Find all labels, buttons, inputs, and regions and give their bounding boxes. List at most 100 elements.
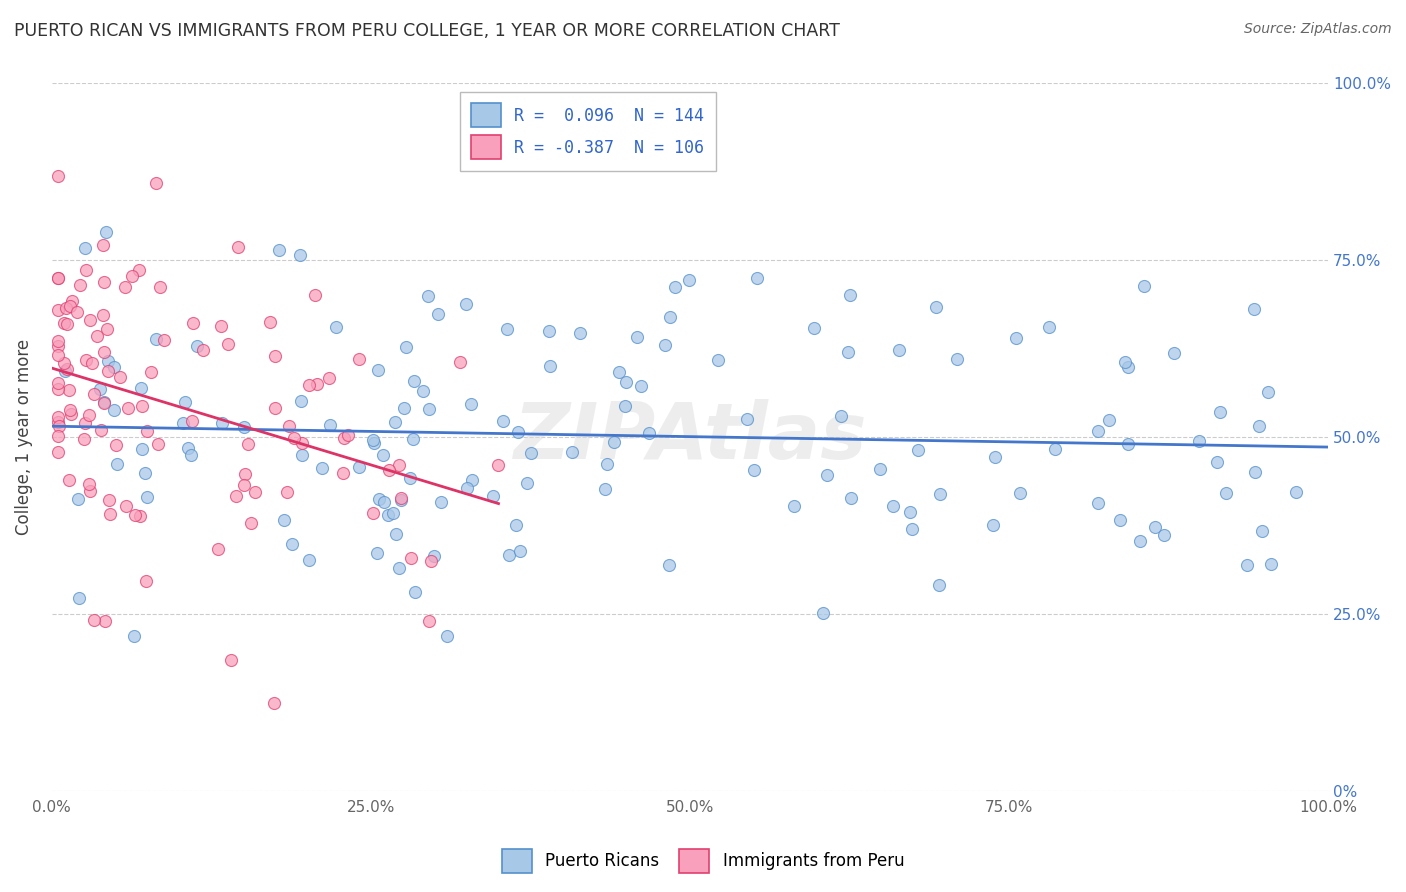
Point [361,507,384,521]
Point [97,364,120,378]
Point [654,337,676,351]
Point [1236,558,1258,572]
Point [141,365,163,379]
Point [98,493,121,508]
Point [283,431,305,445]
Point [488,458,510,472]
Point [131,399,153,413]
Point [388,561,411,575]
Point [1285,485,1308,500]
Point [77,476,100,491]
Point [389,491,412,505]
Point [783,500,806,514]
Point [55,301,77,315]
Point [1250,524,1272,538]
Point [121,269,143,284]
Point [181,316,204,330]
Point [537,324,560,338]
Point [129,381,152,395]
Point [46,415,69,429]
Point [148,437,170,451]
Point [1132,279,1154,293]
Point [67,491,90,506]
Point [385,527,408,541]
Point [1109,513,1132,527]
Point [134,466,156,480]
Point [46,303,69,318]
Point [449,354,471,368]
Point [1129,534,1152,549]
Point [75,263,97,277]
Point [613,399,636,413]
Point [402,433,425,447]
Point [79,484,101,499]
Point [97,354,120,368]
Point [239,516,262,530]
Point [46,169,69,183]
Point [122,628,145,642]
Point [412,384,434,398]
Point [108,369,131,384]
Point [135,574,157,589]
Point [404,374,426,388]
Point [93,395,115,409]
Point [128,262,150,277]
Point [153,334,176,348]
Point [839,288,862,302]
Point [277,419,299,434]
Point [498,548,520,562]
Point [276,485,298,500]
Point [177,441,200,455]
Point [742,463,765,477]
Point [404,585,426,599]
Point [607,365,630,379]
Point [46,334,69,348]
Point [46,429,69,443]
Point [347,460,370,475]
Point [735,412,758,426]
Point [398,471,420,485]
Point [869,462,891,476]
Point [418,288,440,302]
Point [105,438,128,452]
Point [129,508,152,523]
Point [264,401,287,415]
Point [298,377,321,392]
Point [924,301,946,315]
Point [928,577,950,591]
Point [1045,442,1067,456]
Point [839,491,862,505]
Point [186,339,208,353]
Point [236,437,259,451]
Point [217,337,239,351]
Point [745,270,768,285]
Point [907,442,929,457]
Point [325,320,347,334]
Point [1038,319,1060,334]
Point [1187,434,1209,449]
Point [117,401,139,415]
Point [1118,437,1140,451]
Point [103,359,125,374]
Point [107,457,129,471]
Point [114,280,136,294]
Point [318,370,340,384]
Point [86,328,108,343]
Point [830,409,852,424]
Point [73,433,96,447]
Point [1243,301,1265,316]
Point [304,287,326,301]
Point [60,293,83,308]
Point [52,356,75,370]
Point [658,558,681,572]
Point [96,225,118,239]
Point [93,396,115,410]
Point [59,402,82,417]
Point [180,448,202,462]
Point [243,484,266,499]
Point [273,513,295,527]
Text: Source: ZipAtlas.com: Source: ZipAtlas.com [1244,22,1392,37]
Point [332,431,354,445]
Point [90,423,112,437]
Point [568,326,591,341]
